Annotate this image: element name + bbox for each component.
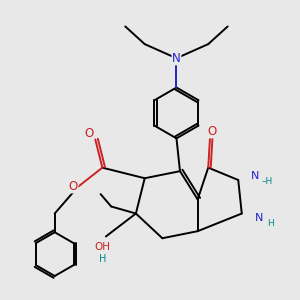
- Text: H: H: [99, 254, 106, 264]
- Text: H: H: [267, 219, 274, 228]
- Text: OH: OH: [94, 242, 110, 252]
- Text: –H: –H: [262, 177, 273, 186]
- Text: O: O: [84, 127, 94, 140]
- Text: O: O: [69, 180, 78, 193]
- Text: N: N: [254, 213, 263, 223]
- Text: N: N: [251, 171, 260, 181]
- Text: N: N: [172, 52, 181, 65]
- Text: O: O: [207, 125, 216, 138]
